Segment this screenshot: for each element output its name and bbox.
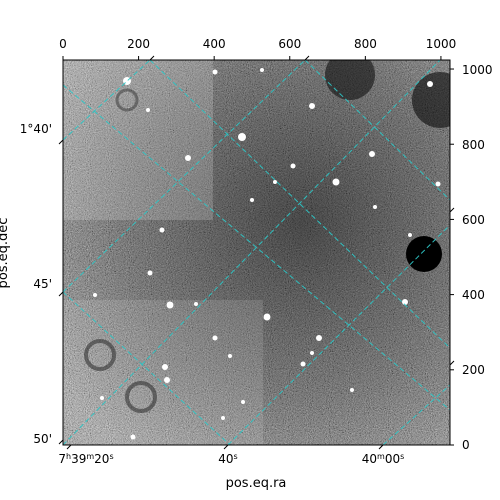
top-tick-labels: 0 200 400 600 800 1000 bbox=[59, 37, 456, 51]
star-dot bbox=[263, 313, 271, 321]
top-tick-label: 800 bbox=[354, 37, 377, 51]
frame-tick bbox=[449, 360, 455, 366]
star-dot bbox=[300, 361, 306, 367]
star-dot bbox=[162, 364, 168, 370]
star-dot bbox=[212, 335, 218, 341]
ra-tick-label: 40s bbox=[218, 452, 237, 466]
star-dot bbox=[427, 81, 433, 87]
coordinate-grid bbox=[63, 60, 450, 445]
right-tick-label: 400 bbox=[462, 288, 485, 302]
grid-line bbox=[63, 84, 450, 411]
star-dot bbox=[194, 302, 198, 306]
tick-marks bbox=[58, 55, 455, 450]
star-dot bbox=[310, 351, 314, 355]
dec-tick bbox=[58, 139, 64, 145]
right-tick-label: 200 bbox=[462, 363, 485, 377]
dec-tick bbox=[58, 291, 64, 297]
star-dot bbox=[369, 151, 375, 157]
grid-line bbox=[382, 384, 450, 445]
frame-tick bbox=[304, 55, 310, 61]
plot-frame bbox=[62, 59, 451, 446]
ra-tick bbox=[66, 444, 72, 450]
star-dot bbox=[159, 227, 165, 233]
star-dot bbox=[309, 103, 315, 109]
grid-line bbox=[63, 291, 231, 445]
star-dot bbox=[147, 270, 153, 276]
star-dot bbox=[316, 335, 322, 341]
top-tick-label: 600 bbox=[278, 37, 301, 51]
x-axis-label: pos.eq.ra bbox=[226, 476, 287, 491]
star-dot bbox=[228, 354, 232, 358]
ring-feature bbox=[115, 88, 139, 112]
frame-tick bbox=[149, 55, 155, 61]
frame-tick bbox=[449, 207, 455, 213]
star-dot bbox=[93, 293, 97, 297]
top-tick-label: 1000 bbox=[426, 37, 457, 51]
star-dot bbox=[260, 68, 264, 72]
top-tick-label: 200 bbox=[127, 37, 150, 51]
right-tick-label: 600 bbox=[462, 213, 485, 227]
grid-line bbox=[149, 60, 450, 349]
ring-feature bbox=[84, 339, 116, 371]
ra-tick-label: 7h39m20s bbox=[58, 452, 113, 466]
dec-tick-label: 45' bbox=[33, 277, 52, 291]
star-dot bbox=[164, 377, 170, 383]
ring-feature bbox=[125, 381, 157, 413]
grid-line bbox=[63, 60, 441, 445]
right-tick-label: 0 bbox=[462, 438, 470, 452]
grid-line bbox=[304, 60, 450, 201]
right-tick-label: 800 bbox=[462, 138, 485, 152]
ra-tick-label: 40m00s bbox=[362, 452, 405, 466]
star-dot bbox=[238, 133, 246, 141]
dark-blob bbox=[406, 236, 442, 272]
grid-line bbox=[63, 60, 151, 141]
star-dot bbox=[273, 180, 277, 184]
star-dot bbox=[241, 400, 245, 404]
right-tick-labels: 0 200 400 600 800 1000 bbox=[462, 63, 493, 452]
star-dot bbox=[332, 178, 340, 186]
star-dot bbox=[185, 155, 191, 161]
y-axis-label: pos.eq.dec bbox=[0, 218, 11, 289]
star-dot bbox=[100, 396, 104, 400]
top-tick-label: 0 bbox=[59, 37, 67, 51]
dec-tick-labels: 1°40' 45' 50' bbox=[20, 122, 52, 446]
ra-tick bbox=[223, 444, 229, 450]
dec-tick bbox=[58, 439, 64, 445]
dec-tick-label: 50' bbox=[33, 432, 52, 446]
star-dot bbox=[221, 416, 225, 420]
top-tick-label: 400 bbox=[203, 37, 226, 51]
ra-tick-labels: 7h39m20s 40s 40m00s bbox=[58, 452, 404, 466]
right-tick-label: 1000 bbox=[462, 63, 493, 77]
star-dot bbox=[166, 301, 174, 309]
star-dot bbox=[408, 233, 412, 237]
star-dot bbox=[402, 299, 408, 305]
dec-tick-label: 1°40' bbox=[20, 122, 52, 136]
grid-line bbox=[227, 224, 450, 445]
dark-blob bbox=[325, 60, 375, 100]
star-dot bbox=[373, 205, 377, 209]
star-dot bbox=[146, 108, 150, 112]
star-dot bbox=[212, 69, 218, 75]
star-dot bbox=[290, 163, 296, 169]
sky-image bbox=[63, 60, 450, 445]
star-dot bbox=[350, 388, 354, 392]
star-dot bbox=[130, 434, 136, 440]
star-dot bbox=[250, 198, 254, 202]
dark-blob bbox=[412, 72, 450, 128]
ra-tick bbox=[378, 444, 384, 450]
star-dot bbox=[435, 181, 441, 187]
